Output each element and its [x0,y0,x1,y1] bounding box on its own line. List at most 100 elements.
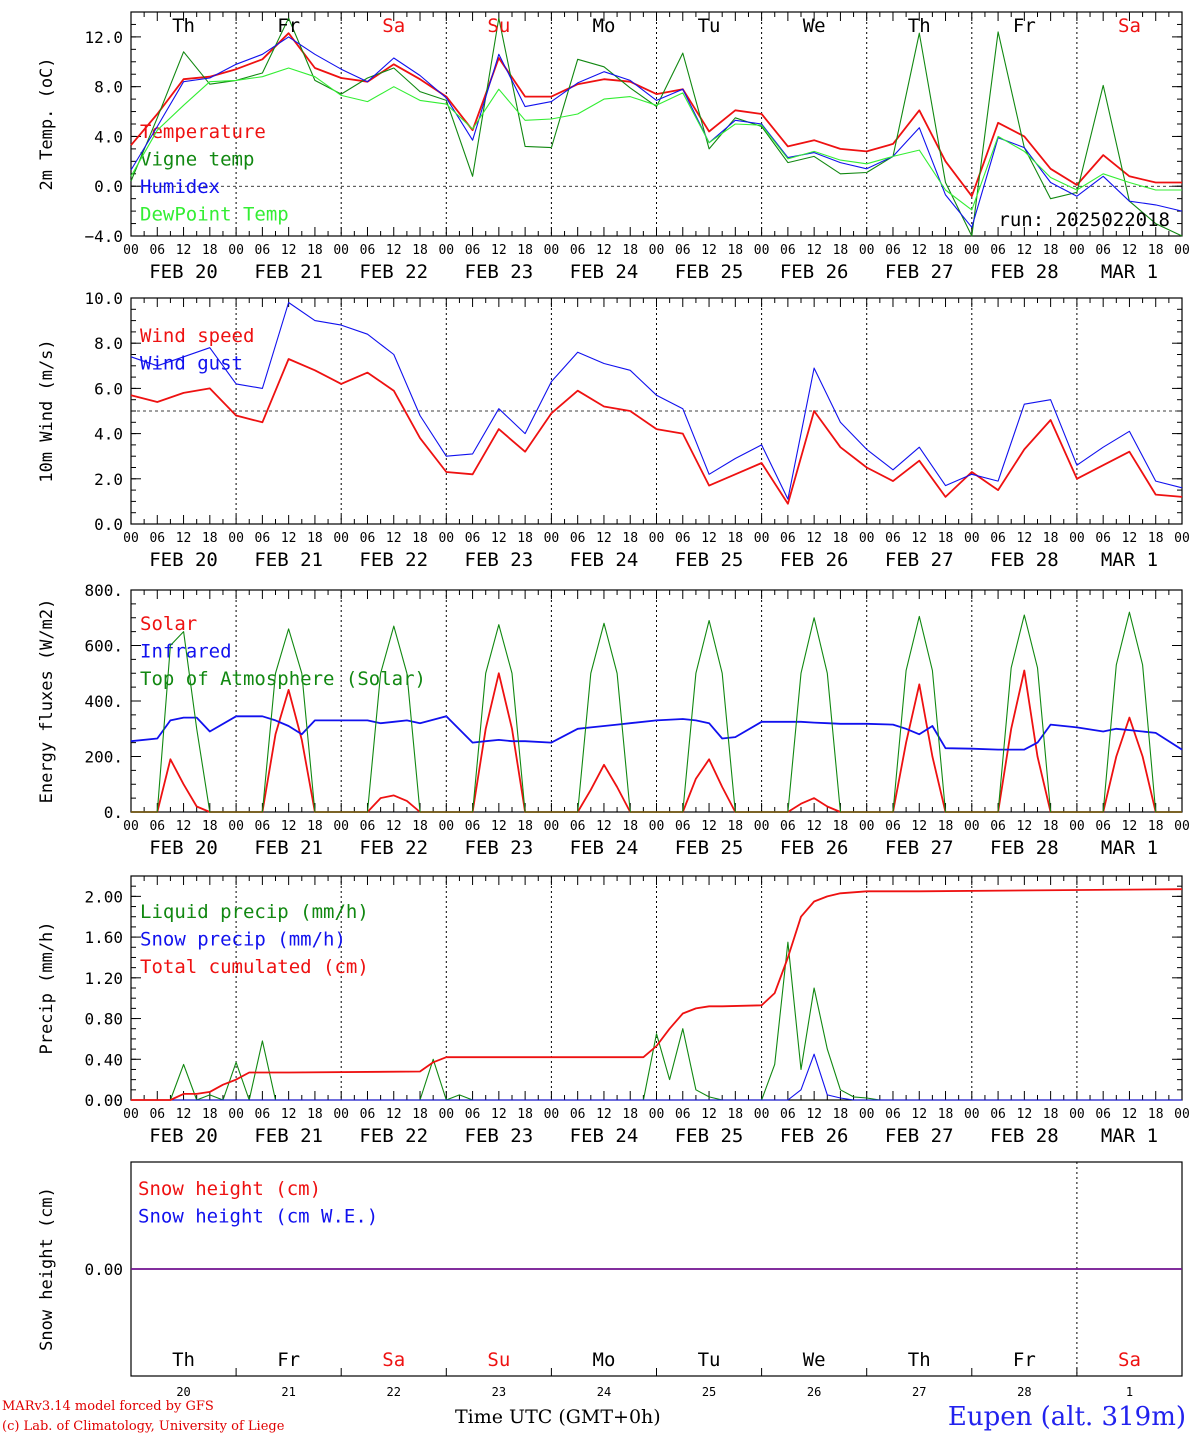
hour-tick-label: 06 [149,1107,165,1122]
date-label: FEB 22 [359,1125,428,1147]
hour-tick-label: 00 [228,819,244,834]
hour-tick-label: 00 [228,1107,244,1122]
hour-tick-label: 00 [544,243,560,258]
hour-tick-label: 00 [649,243,665,258]
hour-tick-label: 12 [806,1107,822,1122]
hour-tick-label: 12 [176,819,192,834]
day-name-label: Th [908,1349,931,1371]
legend-entry: Snow height (cm W.E.) [138,1206,378,1228]
hour-tick-label: 18 [1043,243,1059,258]
day-number-label: 23 [492,1385,506,1399]
hour-tick-label: 06 [570,243,586,258]
hour-tick-label: 12 [176,243,192,258]
panel-1: −4.0 0.0 4.0 8.0 12.0 2m Temp. (oC) Temperatur… [37,11,1190,283]
day-number-label: 27 [912,1385,926,1399]
date-label: FEB 24 [570,261,639,283]
hour-tick-label: 12 [701,531,717,546]
hour-tick-label: 18 [202,531,218,546]
hour-tick-label: 00 [964,1107,980,1122]
day-name-label: Th [172,1349,195,1371]
date-label: MAR 1 [1101,261,1158,283]
hour-tick-label: 18 [938,531,954,546]
hour-tick-label: 00 [544,1107,560,1122]
hour-tick-label: 18 [727,819,743,834]
hour-tick-label: 12 [491,1107,507,1122]
y-tick-label: 4.0 [94,425,123,444]
hour-tick-label: 06 [1095,243,1111,258]
date-label: FEB 24 [570,549,639,571]
hour-tick-label: 18 [622,1107,638,1122]
hour-tick-label: 06 [1095,1107,1111,1122]
hour-tick-label: 00 [964,819,980,834]
y-axis-label: Precip (mm/h) [37,921,57,1054]
hour-tick-label: 06 [990,1107,1006,1122]
hour-tick-label: 06 [1095,819,1111,834]
hour-tick-label: 06 [465,819,481,834]
day-name-label: Fr [277,15,300,37]
y-tick-label: 4.0 [94,127,123,146]
lab-credit: (c) Lab. of Climatology, University of L… [2,1419,285,1434]
hour-tick-label: 06 [465,531,481,546]
date-label: FEB 23 [465,549,534,571]
y-tick-label: 0.0 [94,177,123,196]
series-line-green [130,17,1183,237]
date-label: FEB 21 [254,261,323,283]
y-axis-label: 2m Temp. (oC) [37,57,57,190]
hour-tick-label: 00 [649,531,665,546]
hour-tick-label: 06 [149,243,165,258]
y-tick-label: −4.0 [84,227,123,246]
date-label: FEB 21 [254,837,323,859]
hour-tick-label: 18 [727,243,743,258]
hour-tick-label: 00 [333,819,349,834]
hour-tick-label: 12 [1122,819,1138,834]
hour-tick-label: 06 [675,243,691,258]
hour-tick-label: 12 [806,531,822,546]
hour-tick-label: 00 [754,819,770,834]
hour-tick-label: 00 [1174,1107,1190,1122]
day-number-label: 20 [176,1385,190,1399]
day-name-label: We [803,1349,826,1371]
hour-tick-label: 06 [885,819,901,834]
hour-tick-label: 18 [202,1107,218,1122]
hour-tick-label: 12 [176,531,192,546]
hour-tick-label: 00 [754,1107,770,1122]
day-number-label: 25 [702,1385,716,1399]
date-label: FEB 20 [149,549,218,571]
hour-tick-label: 18 [307,819,323,834]
hour-tick-label: 18 [517,531,533,546]
series-line-blue [130,301,1183,500]
hour-tick-label: 18 [622,531,638,546]
date-label: MAR 1 [1101,549,1158,571]
day-name-label: Th [908,15,931,37]
hour-tick-label: 00 [1174,531,1190,546]
y-tick-label: 0.00 [84,1091,123,1110]
hour-tick-label: 18 [622,243,638,258]
hour-tick-label: 18 [938,819,954,834]
date-label: FEB 27 [885,261,954,283]
legend-entry: Snow height (cm) [138,1178,321,1200]
hour-tick-label: 00 [438,1107,454,1122]
hour-tick-label: 18 [307,531,323,546]
time-axis-label: Time UTC (GMT+0h) [455,1406,661,1428]
hour-tick-label: 18 [412,531,428,546]
y-tick-label: 600. [84,637,123,656]
day-number-label: 28 [1017,1385,1031,1399]
hour-tick-label: 18 [412,1107,428,1122]
hour-tick-label: 00 [859,1107,875,1122]
hour-tick-label: 12 [176,1107,192,1122]
hour-tick-label: 12 [1122,243,1138,258]
y-axis-label: Energy fluxes (W/m2) [37,599,57,804]
y-tick-label: 0.0 [94,515,123,534]
hour-tick-label: 12 [281,819,297,834]
panel-4: 0.00 0.40 0.80 1.20 1.60 2.00 Precip (mm/h) Liq… [37,875,1190,1147]
hour-tick-label: 06 [570,531,586,546]
hour-tick-label: 18 [412,243,428,258]
hour-tick-label: 18 [727,531,743,546]
hour-tick-label: 00 [333,243,349,258]
y-tick-label: 10.0 [84,289,123,308]
hour-tick-label: 18 [938,1107,954,1122]
day-number-label: 1 [1126,1385,1133,1399]
date-label: FEB 21 [254,549,323,571]
y-tick-label: 200. [84,748,123,767]
hour-tick-label: 06 [990,819,1006,834]
